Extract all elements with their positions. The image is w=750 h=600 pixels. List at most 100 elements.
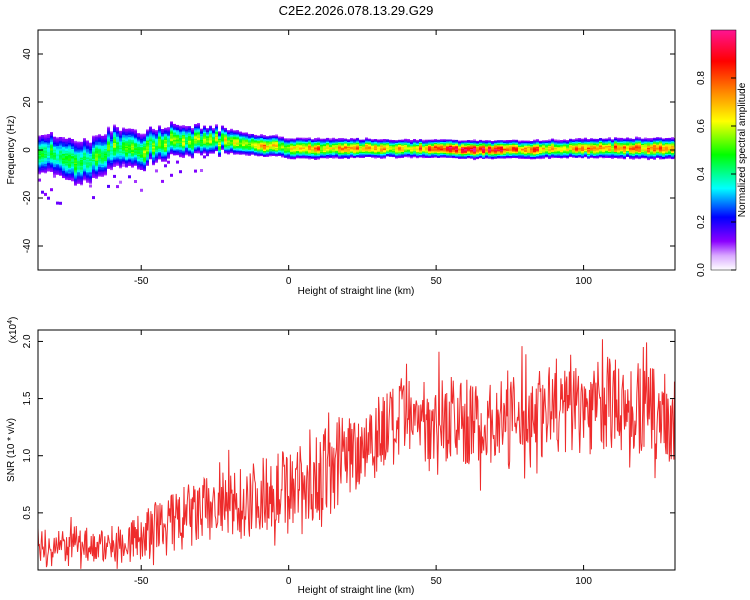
heatmap-cell: [353, 147, 356, 149]
heatmap-cell: [227, 151, 230, 154]
heatmap-cell: [143, 169, 146, 172]
heatmap-cell: [326, 140, 329, 142]
heatmap-cell: [56, 144, 59, 147]
heatmap-cell: [617, 152, 620, 154]
heatmap-cell: [338, 141, 341, 144]
heatmap-cell: [59, 146, 62, 149]
heatmap-cell: [410, 146, 413, 148]
heatmap-cell: [227, 134, 230, 137]
heatmap-cell: [176, 134, 179, 136]
heatmap-cell: [254, 143, 257, 145]
heatmap-cell: [452, 155, 455, 157]
heatmap-cell: [44, 149, 47, 151]
heatmap-cell: [137, 152, 140, 154]
heatmap-cell: [461, 152, 464, 154]
heatmap-cell: [275, 150, 278, 152]
heatmap-cell: [221, 141, 224, 143]
heatmap-cell: [239, 143, 242, 146]
heatmap-cell: [125, 132, 128, 134]
heatmap-cell: [143, 154, 146, 156]
heatmap-cell: [92, 150, 95, 152]
heatmap-cell: [227, 145, 230, 148]
heatmap-cell: [308, 154, 311, 156]
heatmap-cell: [572, 148, 575, 151]
heatmap-cell: [500, 153, 503, 155]
heatmap-cell: [230, 143, 233, 145]
heatmap-cell: [410, 153, 413, 155]
heatmap-cell: [152, 140, 155, 143]
heatmap-cell: [125, 130, 128, 132]
heatmap-cell: [41, 171, 44, 173]
heatmap-cell: [386, 147, 389, 150]
heatmap-cell: [152, 151, 155, 154]
heatmap-cell: [206, 153, 209, 157]
heatmap-cell: [500, 141, 503, 143]
heatmap-cell: [395, 151, 398, 153]
heatmap-cell: [338, 139, 341, 141]
heatmap-cell: [554, 155, 557, 157]
heatmap-cell: [218, 154, 221, 156]
heatmap-cell: [491, 155, 494, 157]
spectrogram-x-tick-label: -50: [134, 276, 149, 287]
heatmap-cell: [380, 139, 383, 141]
heatmap-cell: [71, 160, 74, 163]
heatmap-cell: [92, 158, 95, 160]
heatmap-cell: [80, 179, 83, 181]
heatmap-cell: [56, 149, 59, 151]
heatmap-cell: [611, 151, 614, 153]
heatmap-cell: [179, 132, 182, 135]
heatmap-cell: [410, 142, 413, 144]
heatmap-cell: [497, 140, 500, 142]
heatmap-cell: [134, 146, 137, 148]
heatmap-cell: [671, 143, 674, 145]
heatmap-cell: [449, 150, 452, 152]
heatmap-cell: [521, 140, 524, 142]
heatmap-cell: [173, 135, 176, 138]
heatmap-cell: [83, 141, 86, 144]
heatmap-cell: [116, 151, 119, 153]
heatmap-cell: [551, 138, 554, 141]
heatmap-cell: [608, 151, 611, 154]
heatmap-cell: [425, 143, 428, 145]
heatmap-cell: [86, 172, 89, 175]
heatmap-cell: [44, 145, 47, 147]
heatmap-cell: [662, 148, 665, 150]
heatmap-cell: [110, 147, 113, 149]
heatmap-cell: [77, 142, 80, 145]
heatmap-cell: [287, 152, 290, 155]
heatmap-cell: [257, 135, 260, 138]
heatmap-cell: [134, 135, 137, 137]
heatmap-cell: [104, 134, 107, 136]
heatmap-cell: [212, 147, 215, 149]
heatmap-cell: [527, 141, 530, 144]
heatmap-cell: [122, 151, 125, 154]
heatmap-cell: [218, 142, 221, 144]
heatmap-cell: [56, 155, 59, 157]
heatmap-cell: [167, 156, 170, 158]
heatmap-cell: [638, 146, 641, 149]
heatmap-cell: [287, 138, 290, 140]
heatmap-cell: [383, 147, 386, 149]
heatmap-cell: [71, 171, 74, 173]
heatmap-cell: [641, 143, 644, 145]
heatmap-cell: [185, 148, 188, 151]
heatmap-cell: [377, 155, 380, 157]
heatmap-cell: [53, 161, 56, 164]
heatmap-cell: [374, 148, 377, 151]
heatmap-cell: [662, 139, 665, 142]
heatmap-cell: [377, 150, 380, 152]
heatmap-cell: [509, 148, 512, 150]
heatmap-cell: [263, 139, 266, 142]
heatmap-cell: [38, 165, 41, 168]
heatmap-cell: [95, 142, 98, 144]
heatmap-cell: [272, 154, 275, 156]
heatmap-cell: [191, 144, 194, 147]
heatmap-cell: [422, 142, 425, 144]
heatmap-cell: [47, 196, 50, 200]
heatmap-cell: [59, 168, 62, 170]
heatmap-cell: [71, 157, 74, 159]
heatmap-cell: [113, 133, 116, 135]
heatmap-cell: [575, 144, 578, 146]
heatmap-cell: [95, 152, 98, 154]
heatmap-cell: [233, 135, 236, 137]
